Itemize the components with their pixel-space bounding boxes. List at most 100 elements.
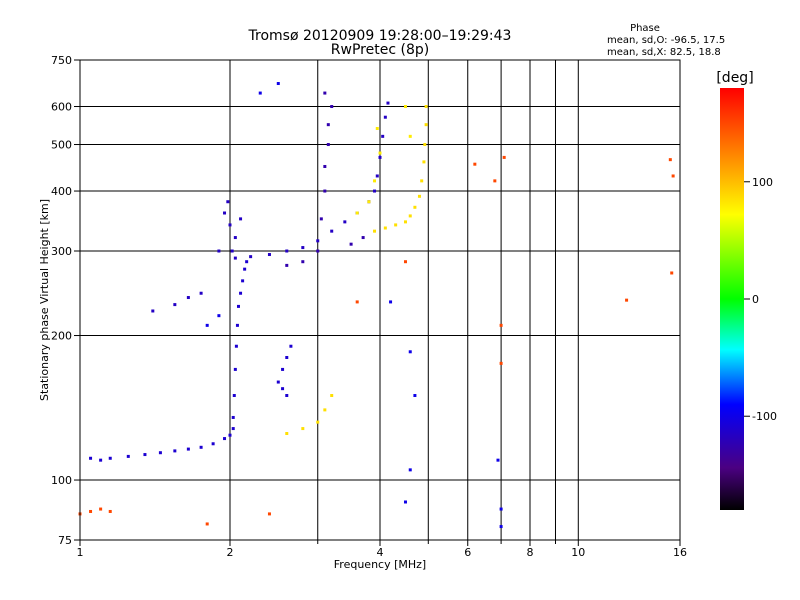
echo-point xyxy=(408,468,412,472)
echo-point xyxy=(408,134,412,138)
echo-point xyxy=(403,500,407,504)
echo-point xyxy=(499,323,503,327)
colorbar-tick-label: -100 xyxy=(752,410,777,423)
echo-point xyxy=(375,174,379,178)
echo-point xyxy=(199,291,203,295)
echo-point xyxy=(285,249,289,253)
echo-point xyxy=(420,179,424,183)
echo-point xyxy=(355,211,359,215)
echo-point xyxy=(89,509,93,513)
echo-point xyxy=(199,445,203,449)
echo-point xyxy=(326,143,330,147)
echo-point xyxy=(99,507,103,511)
echo-point xyxy=(403,105,407,109)
echo-point xyxy=(89,456,93,460)
echo-point xyxy=(239,291,243,295)
echo-point xyxy=(236,304,240,308)
stats-x-line: mean, sd,X: 82.5, 18.8 xyxy=(607,47,721,58)
colorbar-ticks: 100 0 -100 xyxy=(744,176,777,423)
x-tick-label: 4 xyxy=(377,546,384,559)
echo-point xyxy=(499,361,503,365)
echo-point xyxy=(223,437,227,441)
echo-point xyxy=(424,105,428,109)
echo-point xyxy=(670,271,674,275)
echo-point xyxy=(230,249,234,253)
stats-heading: Phase xyxy=(630,23,660,34)
echo-point xyxy=(205,323,209,327)
echo-point xyxy=(496,458,500,462)
colorbar-tick-label: 100 xyxy=(752,176,773,189)
echo-point xyxy=(226,200,230,204)
echo-point xyxy=(233,236,237,240)
echo-point xyxy=(235,323,239,327)
echo-point xyxy=(422,160,426,164)
echo-point xyxy=(316,249,320,253)
echo-point xyxy=(173,303,177,307)
echo-point xyxy=(231,415,235,419)
echo-point xyxy=(403,220,407,224)
x-tick-label: 8 xyxy=(527,546,534,559)
x-tick-label: 16 xyxy=(673,546,687,559)
echo-point xyxy=(267,512,271,516)
echo-point xyxy=(143,453,147,457)
x-tick-label: 6 xyxy=(464,546,471,559)
echo-points xyxy=(78,82,675,529)
echo-point xyxy=(330,394,334,398)
x-tick-label: 10 xyxy=(571,546,585,559)
x-tick-label: 1 xyxy=(77,546,84,559)
echo-point xyxy=(389,300,393,304)
echo-point xyxy=(349,242,353,246)
echo-point xyxy=(233,256,237,260)
echo-point xyxy=(228,223,232,227)
echo-point xyxy=(499,525,503,529)
echo-point xyxy=(151,309,155,313)
echo-point xyxy=(289,344,293,348)
echo-point xyxy=(186,447,190,451)
echo-point xyxy=(383,226,387,230)
chart-subtitle: RwPretec (8p) xyxy=(331,42,429,58)
y-tick-label: 300 xyxy=(51,245,72,258)
echo-point xyxy=(423,143,427,147)
colorbar xyxy=(720,88,744,510)
echo-point xyxy=(373,179,377,183)
echo-point xyxy=(326,123,330,127)
echo-point xyxy=(232,394,236,398)
colorbar-tick-label: 0 xyxy=(752,293,759,306)
colorbar-label: [deg] xyxy=(716,70,753,86)
echo-point xyxy=(378,155,382,159)
echo-point xyxy=(228,433,232,437)
y-tick-label: 75 xyxy=(58,534,72,547)
echo-point xyxy=(355,300,359,304)
echo-point xyxy=(158,451,162,455)
echo-point xyxy=(301,260,305,264)
stats-o-line: mean, sd,O: -96.5, 17.5 xyxy=(607,35,725,46)
echo-point xyxy=(243,267,247,271)
y-tick-label: 500 xyxy=(51,139,72,152)
y-tick-label: 750 xyxy=(51,54,72,67)
echo-point xyxy=(378,151,382,155)
echo-point xyxy=(276,82,280,86)
echo-point xyxy=(316,239,320,243)
axis-ticks: 1 2 4 6 8 10 16 75 100 200 300 400 500 600 750 xyxy=(51,54,687,559)
echo-point xyxy=(99,458,103,462)
echo-point xyxy=(373,189,377,193)
echo-point xyxy=(625,298,629,302)
echo-point xyxy=(239,217,243,221)
echo-point xyxy=(281,367,285,371)
chart-title: Tromsø 20120909 19:28:00–19:29:43 xyxy=(248,28,512,44)
echo-point xyxy=(323,189,327,193)
echo-point xyxy=(323,164,327,168)
echo-point xyxy=(668,158,672,162)
echo-point xyxy=(285,355,289,359)
echo-point xyxy=(234,344,238,348)
echo-point xyxy=(413,205,417,209)
echo-point xyxy=(323,408,327,412)
echo-point xyxy=(417,194,421,198)
echo-point xyxy=(173,449,177,453)
echo-point xyxy=(186,296,190,300)
echo-point xyxy=(381,134,385,138)
echo-point xyxy=(383,115,387,119)
echo-point xyxy=(217,249,221,253)
echo-point xyxy=(361,236,365,240)
